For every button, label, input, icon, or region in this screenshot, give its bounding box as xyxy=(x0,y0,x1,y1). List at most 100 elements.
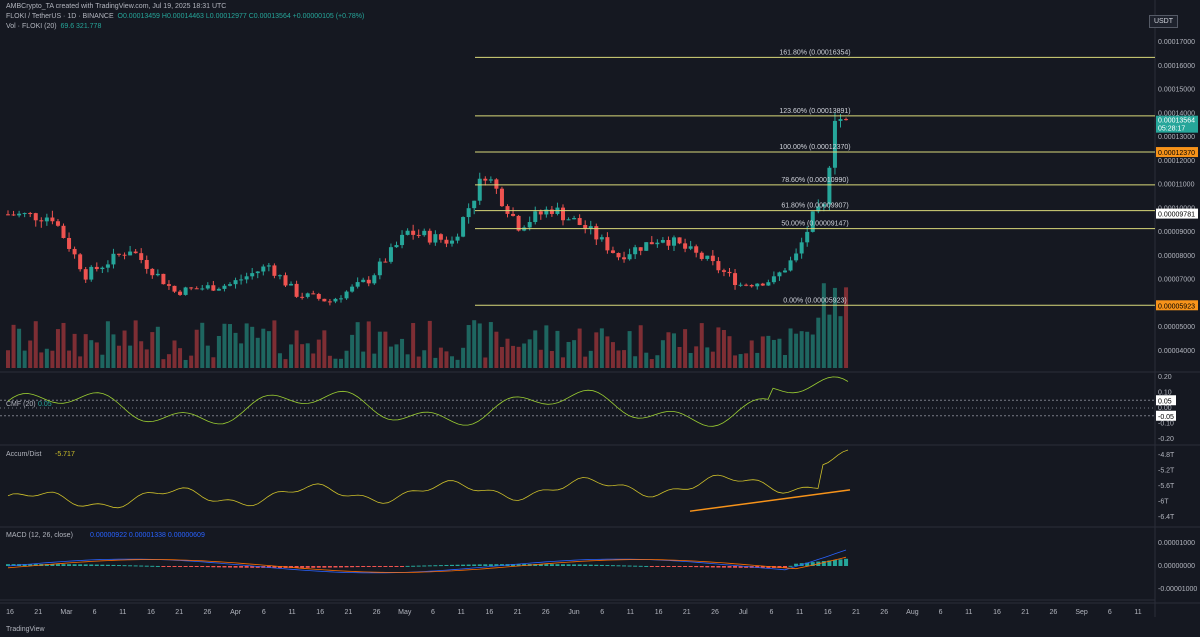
candle-body xyxy=(672,237,676,246)
accum-value: -5.717 xyxy=(55,451,75,458)
volume-bar xyxy=(105,321,110,368)
time-axis-label: 16 xyxy=(6,609,14,616)
candle-body xyxy=(150,268,155,276)
macd-histogram-bar xyxy=(67,564,72,566)
time-axis-label: Jul xyxy=(739,609,748,616)
candle-body xyxy=(50,217,55,222)
volume-bar xyxy=(466,325,471,368)
price-tag xyxy=(1156,300,1198,311)
macd-histogram-bar xyxy=(633,565,638,567)
volume-bar xyxy=(610,342,615,368)
volume-bar xyxy=(816,317,821,368)
price-axis-label: 0.00009000 xyxy=(1158,229,1195,236)
macd-histogram-bar xyxy=(727,566,732,568)
volume-bar xyxy=(17,328,22,368)
candle-body xyxy=(411,230,416,235)
candle-body xyxy=(155,273,160,276)
macd-histogram-bar xyxy=(683,566,688,567)
candle-body xyxy=(316,294,321,299)
time-axis-label: 26 xyxy=(1050,609,1058,616)
candle-body xyxy=(55,221,60,226)
time-axis-label: 11 xyxy=(288,609,295,616)
candle-body xyxy=(583,224,588,229)
volume-bar xyxy=(771,339,776,368)
candle-body xyxy=(544,209,549,215)
volume-bar xyxy=(383,331,388,368)
volume-bar xyxy=(577,328,582,368)
candle-body xyxy=(716,261,721,271)
candle-body xyxy=(588,226,593,229)
currency-button[interactable]: USDT xyxy=(1148,15,1178,28)
time-axis-label: Apr xyxy=(230,609,242,616)
macd-histogram-bar xyxy=(638,565,643,567)
volume-bar xyxy=(416,356,421,368)
volume-bar xyxy=(283,359,288,368)
macd-histogram-bar xyxy=(666,566,671,567)
candle-body xyxy=(472,200,477,209)
candle-body xyxy=(11,214,16,216)
macd-histogram-bar xyxy=(144,565,149,567)
candle-body xyxy=(33,213,38,221)
macd-histogram-bar xyxy=(105,564,110,566)
macd-histogram-bar xyxy=(622,565,627,567)
volume-bar xyxy=(433,357,438,368)
volume-bar xyxy=(244,323,249,368)
time-axis-label: 11 xyxy=(119,609,126,616)
cmf-value: 0.05 xyxy=(38,401,52,408)
volume-bar xyxy=(83,334,88,368)
volume-bar xyxy=(61,322,66,368)
macd-histogram-bar xyxy=(117,565,121,567)
candle-body xyxy=(638,247,643,251)
candle-body xyxy=(610,250,615,253)
macd-histogram-bar xyxy=(222,566,227,568)
candle-body xyxy=(194,288,199,290)
time-axis-label: 21 xyxy=(852,609,860,616)
volume-bar xyxy=(488,322,493,368)
candle-body xyxy=(827,167,832,205)
volume-bar xyxy=(599,328,604,368)
candle-body xyxy=(117,253,121,255)
time-axis-label: Jun xyxy=(568,609,579,616)
macd-histogram-bar xyxy=(205,566,210,568)
volume-bar xyxy=(6,350,10,368)
volume-bar xyxy=(821,283,826,368)
macd-values: 0.00000922 0.00001338 0.00000609 xyxy=(90,532,205,539)
volume-title[interactable]: Vol · FLOKI (20) xyxy=(6,23,57,30)
volume-bar xyxy=(316,339,321,368)
volume-bar xyxy=(183,359,188,368)
candle-body xyxy=(810,211,815,232)
macd-histogram-bar xyxy=(44,564,49,566)
candle-body xyxy=(22,213,27,215)
macd-histogram-bar xyxy=(366,566,371,567)
candle-body xyxy=(94,266,99,270)
time-axis-label: 26 xyxy=(204,609,212,616)
volume-bar xyxy=(211,357,216,368)
candle-body xyxy=(222,285,227,289)
macd-histogram-bar xyxy=(94,564,99,566)
volume-bar xyxy=(627,331,632,368)
candle-body xyxy=(377,261,382,276)
volume-bar xyxy=(727,336,732,368)
volume-bar xyxy=(272,320,277,368)
macd-histogram-bar xyxy=(838,559,843,566)
candle-body xyxy=(733,273,738,286)
macd-histogram-bar xyxy=(333,566,338,568)
volume-bar xyxy=(461,347,466,368)
volume-bar xyxy=(128,345,133,368)
cmf-axis-label: 0.00 xyxy=(1158,405,1172,412)
time-axis-label: 11 xyxy=(458,609,465,616)
symbol-text[interactable]: FLOKI / TetherUS · 1D · BINANCE xyxy=(6,13,114,20)
symbol-info: FLOKI / TetherUS · 1D · BINANCE O0.00013… xyxy=(6,13,364,20)
candle-body xyxy=(172,285,177,292)
volume-bar xyxy=(505,338,510,368)
macd-histogram-bar xyxy=(194,566,199,567)
candle-body xyxy=(89,266,94,280)
price-axis-label: 0.00008000 xyxy=(1158,253,1195,260)
volume-bar xyxy=(155,326,160,368)
volume-bar xyxy=(233,332,238,368)
volume-bar xyxy=(305,343,310,368)
volume-bar xyxy=(189,355,194,368)
macd-histogram-bar xyxy=(649,566,654,567)
candle-body xyxy=(305,293,310,297)
